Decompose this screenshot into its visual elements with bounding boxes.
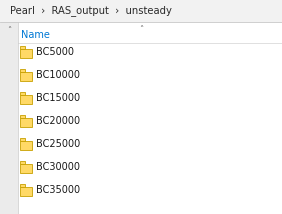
- Text: BC25000: BC25000: [36, 139, 80, 149]
- FancyBboxPatch shape: [20, 186, 32, 196]
- FancyBboxPatch shape: [20, 184, 25, 187]
- Text: Pearl  ›  RAS_output  ›  unsteady: Pearl › RAS_output › unsteady: [10, 6, 172, 16]
- FancyBboxPatch shape: [20, 71, 32, 80]
- FancyBboxPatch shape: [20, 161, 25, 164]
- FancyBboxPatch shape: [20, 95, 32, 104]
- FancyBboxPatch shape: [20, 46, 25, 49]
- FancyBboxPatch shape: [20, 117, 32, 126]
- Text: BC20000: BC20000: [36, 116, 80, 126]
- Text: BC30000: BC30000: [36, 162, 80, 172]
- Text: BC5000: BC5000: [36, 47, 74, 57]
- Text: BC35000: BC35000: [36, 185, 80, 195]
- Bar: [18, 22, 282, 214]
- Text: ˄: ˄: [7, 25, 11, 34]
- FancyBboxPatch shape: [20, 141, 32, 150]
- Text: Name: Name: [21, 30, 50, 40]
- Text: BC10000: BC10000: [36, 70, 80, 80]
- Text: BC15000: BC15000: [36, 93, 80, 103]
- Bar: [0, 0, 282, 22]
- Bar: [0, 22, 18, 214]
- FancyBboxPatch shape: [20, 49, 32, 58]
- FancyBboxPatch shape: [20, 92, 25, 95]
- FancyBboxPatch shape: [20, 138, 25, 141]
- FancyBboxPatch shape: [20, 115, 25, 118]
- Text: ˄: ˄: [139, 24, 143, 34]
- FancyBboxPatch shape: [20, 69, 25, 72]
- FancyBboxPatch shape: [20, 163, 32, 172]
